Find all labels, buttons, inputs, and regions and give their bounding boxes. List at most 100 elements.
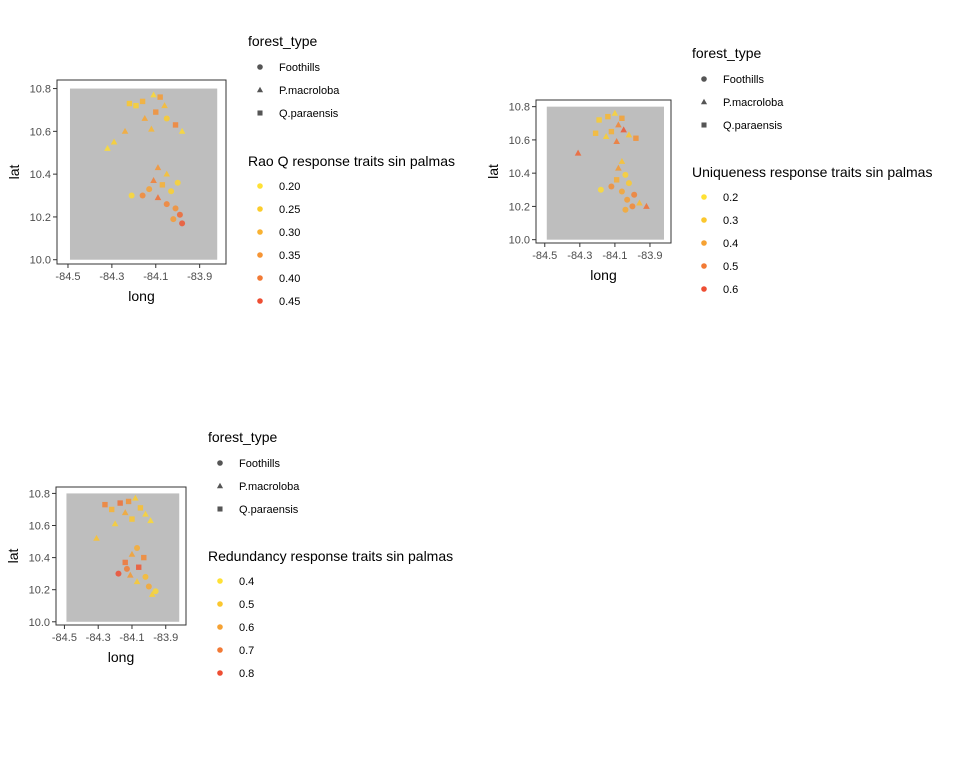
data-point [172,122,179,128]
x-tick-label: -84.3 [99,271,124,283]
color-legend-key [257,252,263,258]
y-axis-title: lat [6,165,22,180]
data-point [163,115,170,122]
data-point [618,188,625,195]
x-tick-label: -84.1 [602,250,627,262]
data-point [643,202,650,209]
x-tick-label: -83.9 [637,250,662,262]
data-point [625,131,633,138]
x-axis-title: long [128,288,154,304]
x-axis-title: long [108,649,134,665]
shape-legend-label: P.macroloba [239,481,300,493]
y-axis-title: lat [485,164,501,179]
data-point [615,164,622,171]
shape-legend-title: forest_type [208,429,277,445]
color-legend-label: 0.5 [723,261,738,273]
data-point [133,578,141,585]
legend: forest_type Foothills P.macroloba Q.paraens… [248,33,455,308]
color-legend-key [217,601,223,607]
x-tick-label: -84.3 [567,250,592,262]
color-legend-label: 0.4 [239,576,254,588]
data-point [613,177,620,183]
data-point [139,192,146,199]
data-point [172,205,179,212]
data-point [121,509,129,516]
chart-panel-1: -84.5 -84.3 -84.1 -83.9 10.0 10.2 10.4 10.6 10.8… [6,33,455,308]
y-tick-label: 10.4 [29,553,50,565]
data-point [625,180,632,187]
color-legend-key [217,647,223,653]
y-tick-label: 10.2 [509,201,530,213]
color-legend-key [701,217,707,223]
shape-legend-label: P.macroloba [279,85,340,97]
data-point [633,135,639,141]
data-point [132,494,139,501]
data-point [146,186,153,193]
data-point [622,206,629,213]
chart-panel-3: -84.5 -84.3 -84.1 -83.9 10.0 10.2 10.4 10.6 10.8… [5,429,453,680]
legend-key-triangle [256,86,264,93]
data-point [159,182,166,188]
y-axis-title: lat [5,549,21,564]
data-point [128,192,135,199]
color-legend-key [701,240,707,246]
y-tick-label: 10.2 [29,585,50,597]
data-point [179,220,186,227]
color-legend-key [257,206,263,212]
x-axis-title: long [590,267,616,283]
data-point [125,498,132,505]
color-legend-label: 0.6 [239,622,254,634]
data-point [615,121,622,128]
y-tick-label: 10.8 [30,84,51,96]
data-point [602,133,610,139]
color-legend-label: 0.4 [723,238,738,250]
data-point [128,550,136,557]
data-point [139,98,146,105]
chart-panel-2: -84.5 -84.3 -84.1 -83.9 10.0 10.2 10.4 10.6 10.8… [485,45,932,296]
data-point [592,130,599,136]
legend-key-triangle [700,98,708,105]
data-point [104,144,111,151]
legend-key-circle [701,76,707,82]
data-point [109,506,115,513]
legend: forest_type Foothills P.macroloba Q.paraens… [692,45,932,296]
shape-legend-label: Foothills [279,62,320,74]
color-legend-key [701,194,707,200]
map-area [546,106,664,240]
color-legend-key [701,286,707,292]
data-point [147,517,154,524]
color-legend-label: 0.5 [239,599,254,611]
color-legend-label: 0.6 [723,284,738,296]
color-legend-title: Redundancy response traits sin palmas [208,548,453,564]
data-point [620,126,627,133]
shape-legend-label: Foothills [239,458,280,470]
y-tick-label: 10.4 [509,168,530,180]
x-tick-label: -84.5 [55,271,80,283]
shape-legend-title: forest_type [248,33,317,49]
data-point [608,128,615,135]
y-tick-label: 10.0 [509,235,530,247]
x-tick-label: -84.1 [119,632,144,644]
y-tick-label: 10.6 [30,126,51,138]
color-legend-label: 0.3 [723,215,738,227]
y-tick-label: 10.8 [29,488,50,500]
y-tick-label: 10.6 [509,135,530,147]
data-point [154,194,162,201]
data-point [596,117,602,123]
data-point [170,216,177,223]
color-legend-key [257,275,263,281]
y-tick-label: 10.6 [29,521,50,533]
data-point [605,113,611,120]
data-point [148,125,155,132]
legend-key-circle [257,64,263,70]
data-point [629,203,636,210]
data-point [145,583,152,590]
color-legend-label: 0.8 [239,668,254,680]
data-point [134,544,141,551]
data-point [152,588,159,595]
shape-legend-label: Q.paraensis [279,108,339,120]
data-point [574,149,582,156]
color-legend-label: 0.20 [279,181,300,193]
data-point [133,102,139,109]
color-legend-label: 0.2 [723,192,738,204]
